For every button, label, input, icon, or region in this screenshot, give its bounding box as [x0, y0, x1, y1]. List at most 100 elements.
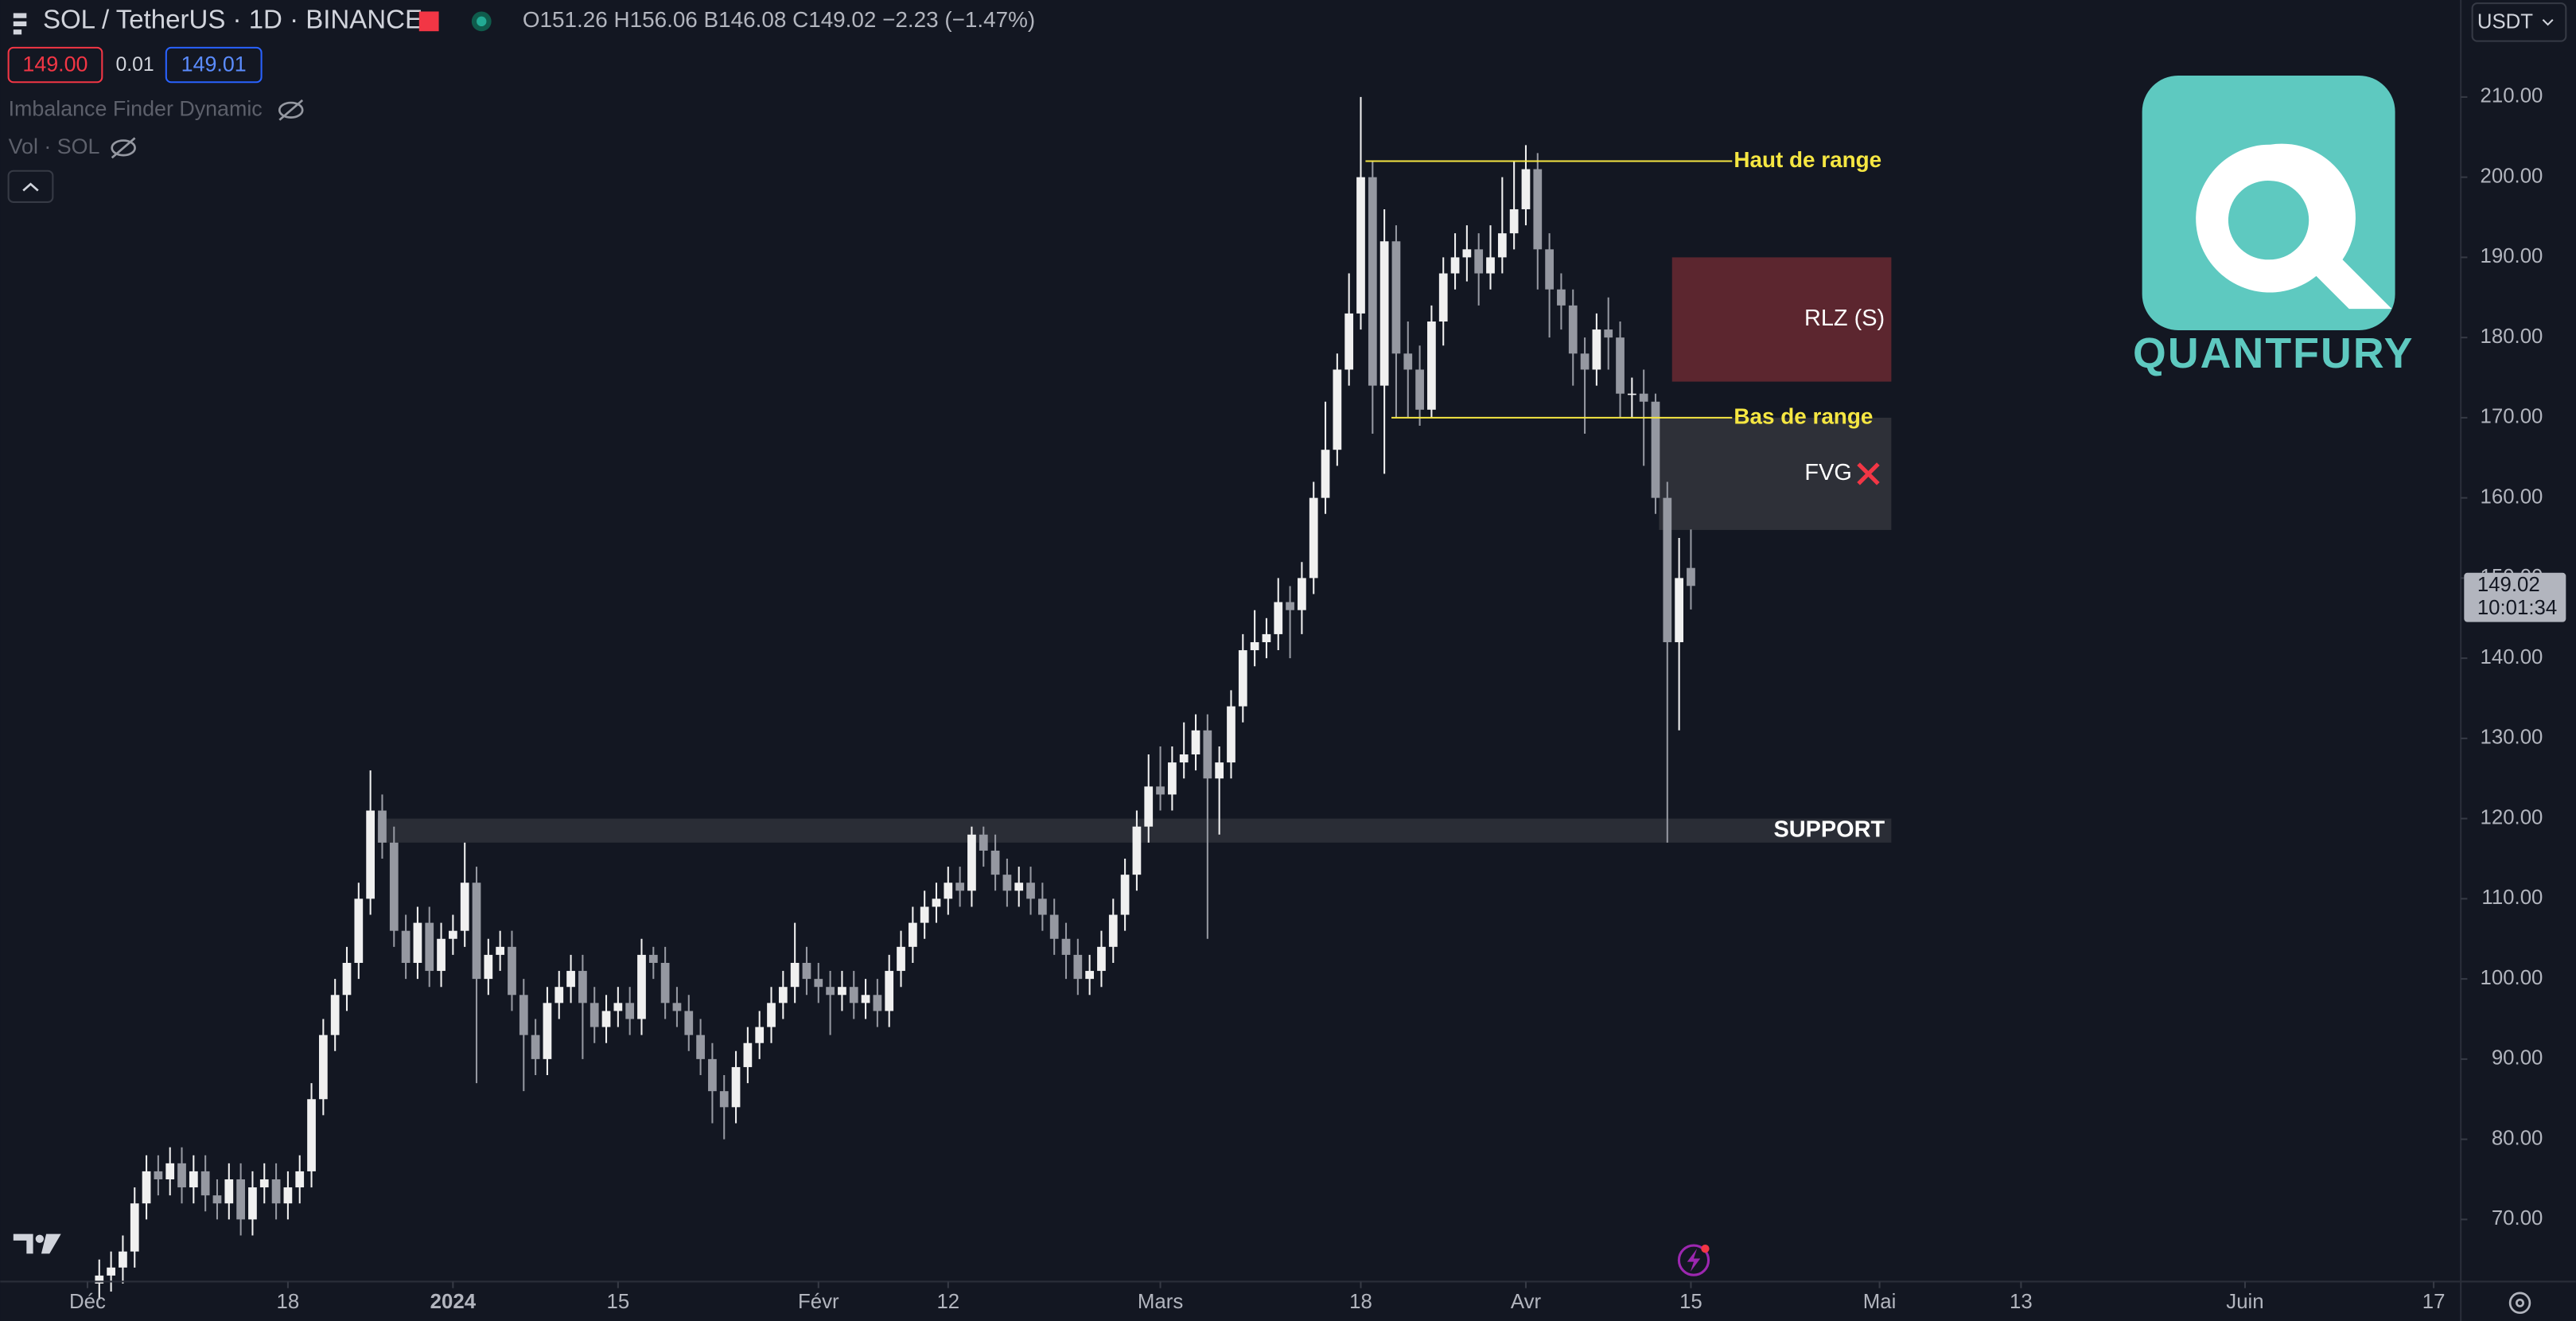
candle-body [1462, 249, 1472, 258]
candle-body [979, 834, 988, 851]
logo: QUANTFURY [2133, 75, 2412, 377]
candle-body [684, 1011, 694, 1035]
candle-body [814, 979, 823, 988]
candle-body [1120, 875, 1130, 915]
settings-icon[interactable] [2508, 1292, 2531, 1315]
candle-body [613, 1003, 623, 1011]
x-tick-label: 17 [2422, 1291, 2446, 1313]
candle-body [1061, 938, 1071, 955]
candle-body [601, 1011, 611, 1027]
collapse-icon [22, 182, 39, 192]
candle-body [743, 1042, 753, 1067]
hide-icon[interactable] [278, 99, 304, 121]
status-dot [477, 16, 487, 27]
candle-body [1497, 233, 1507, 258]
indicator[interactable]: Imbalance Finder Dynamic [9, 96, 263, 120]
candle-body [295, 1171, 305, 1188]
candle-body [1026, 883, 1035, 899]
candle-body [861, 995, 870, 1003]
candle-body [731, 1066, 741, 1108]
hide-icon[interactable] [111, 137, 136, 159]
candle-body [425, 922, 434, 972]
candle-body [1049, 914, 1059, 939]
zone [1671, 257, 1892, 382]
candle-body [1415, 369, 1424, 410]
y-tick-label: 180.00 [2481, 325, 2543, 348]
candle-body [885, 971, 894, 1011]
candle-body [401, 930, 411, 963]
flag-icon[interactable] [418, 11, 439, 32]
currency[interactable]: USDT [2477, 11, 2533, 33]
candle-body [767, 1003, 776, 1027]
indicator[interactable]: Vol · SOL [9, 134, 100, 158]
candle-body [696, 1035, 705, 1059]
candle-body [1262, 633, 1271, 642]
candle-body [543, 1003, 552, 1059]
candle-body [283, 1187, 293, 1204]
candle-body [1639, 393, 1648, 402]
candle-body [318, 1035, 328, 1100]
tradingview-logo[interactable] [13, 1233, 61, 1254]
y-tick-label: 120.00 [2481, 806, 2543, 828]
candle-body [413, 922, 422, 963]
menu-icon[interactable] [13, 13, 27, 35]
candle-body [1309, 497, 1318, 579]
candle-body [967, 834, 976, 891]
buy-box[interactable] [165, 46, 263, 84]
candle-body [107, 1267, 115, 1276]
y-tick-label: 190.00 [2481, 245, 2543, 267]
y-tick-label: 210.00 [2481, 85, 2543, 107]
buy-price[interactable]: 149.01 [181, 53, 247, 76]
candle-body [1545, 249, 1554, 290]
candle-body [708, 1058, 717, 1092]
candle-body [1344, 313, 1354, 370]
candle-body [660, 962, 670, 1003]
candle-body [1333, 369, 1342, 450]
candle-body [224, 1179, 234, 1204]
symbol-title[interactable]: SOL / TetherUS · 1D · BINANCE [43, 5, 422, 34]
currency-select[interactable] [2471, 2, 2567, 42]
candle-body [1179, 754, 1189, 763]
candle-body [1675, 578, 1683, 642]
y-tick-label: 110.00 [2481, 887, 2543, 909]
candle-body [354, 898, 364, 963]
candle-body [908, 922, 917, 947]
candle-body [200, 1171, 210, 1196]
candle-body [802, 962, 811, 980]
candle-body [212, 1195, 222, 1204]
candle-body [531, 1035, 540, 1059]
x-tick-label: 18 [277, 1291, 300, 1313]
candle-body [1108, 914, 1118, 947]
candle-body [1286, 602, 1294, 610]
candle-body [154, 1171, 163, 1179]
x-tick-label: 2024 [430, 1291, 477, 1313]
candle-body [1486, 257, 1495, 274]
ohlc: O151.26 H156.06 B146.08 C149.02 −2.23 (−… [523, 7, 1035, 32]
sell-price[interactable]: 149.00 [22, 53, 88, 76]
candle-body [944, 883, 953, 899]
candle-body [590, 1003, 599, 1027]
candle-body [189, 1171, 198, 1188]
candle-body [1474, 249, 1484, 274]
collapse-button[interactable] [7, 170, 54, 203]
candle-body [1191, 730, 1200, 755]
x-tick-label: Juin [2226, 1291, 2263, 1313]
alert-icon[interactable] [1677, 1244, 1710, 1276]
candle-body [1533, 169, 1543, 250]
candle-body [460, 883, 469, 931]
candle-body [1274, 602, 1283, 634]
candle-body [1250, 641, 1259, 651]
candle-body [1604, 329, 1613, 338]
sell-box[interactable] [7, 46, 103, 84]
candle-body [1391, 241, 1401, 354]
candle-body [95, 1275, 104, 1284]
y-tick-label: 100.00 [2481, 967, 2543, 989]
candle-body [1368, 177, 1377, 386]
x-tick-label: 15 [606, 1291, 629, 1313]
candle-body [1203, 730, 1212, 779]
candle-body [378, 810, 387, 843]
x-tick-label: 15 [1679, 1291, 1702, 1313]
y-tick-label: 200.00 [2481, 165, 2543, 187]
y-tick-label: 160.00 [2481, 485, 2543, 508]
spread: 0.01 [115, 54, 154, 76]
